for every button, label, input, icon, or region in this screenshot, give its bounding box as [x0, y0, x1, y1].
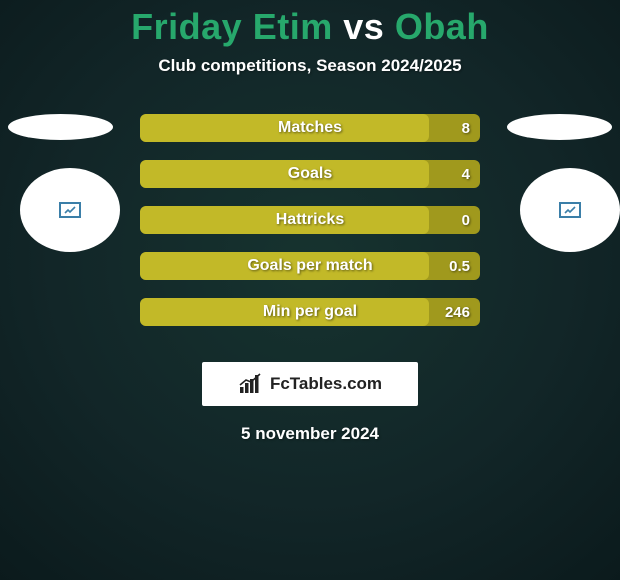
stat-bar: Hattricks0 — [140, 206, 480, 234]
stat-bar: Matches8 — [140, 114, 480, 142]
player1-disc-large — [20, 168, 120, 252]
stat-bar-label: Min per goal — [140, 298, 480, 326]
stat-bar-label: Matches — [140, 114, 480, 142]
player2-disc-large — [520, 168, 620, 252]
player2-badge-icon — [559, 202, 581, 218]
stat-bar: Goals4 — [140, 160, 480, 188]
stat-bar-value: 8 — [462, 114, 470, 142]
date-text: 5 november 2024 — [0, 424, 620, 444]
brand-name: FcTables.com — [270, 374, 382, 394]
title-vs: vs — [343, 6, 384, 47]
stat-bar-value: 0.5 — [449, 252, 470, 280]
brand-badge: FcTables.com — [202, 362, 418, 406]
brand-chart-icon — [238, 373, 264, 395]
stat-bar-label: Goals per match — [140, 252, 480, 280]
subtitle: Club competitions, Season 2024/2025 — [0, 56, 620, 76]
player1-name: Friday Etim — [131, 6, 333, 47]
stat-bar-label: Hattricks — [140, 206, 480, 234]
stat-bar-label: Goals — [140, 160, 480, 188]
stat-bar-value: 4 — [462, 160, 470, 188]
stat-bar: Min per goal246 — [140, 298, 480, 326]
stat-bars: Matches8Goals4Hattricks0Goals per match0… — [140, 114, 480, 344]
player1-badge-icon — [59, 202, 81, 218]
stat-bar-value: 0 — [462, 206, 470, 234]
stat-bar: Goals per match0.5 — [140, 252, 480, 280]
player1-disc-small — [8, 114, 113, 140]
page-title: Friday Etim vs Obah — [0, 6, 620, 48]
player2-name: Obah — [395, 6, 489, 47]
comparison-arena: Matches8Goals4Hattricks0Goals per match0… — [0, 114, 620, 344]
player2-disc-small — [507, 114, 612, 140]
stat-bar-value: 246 — [445, 298, 470, 326]
